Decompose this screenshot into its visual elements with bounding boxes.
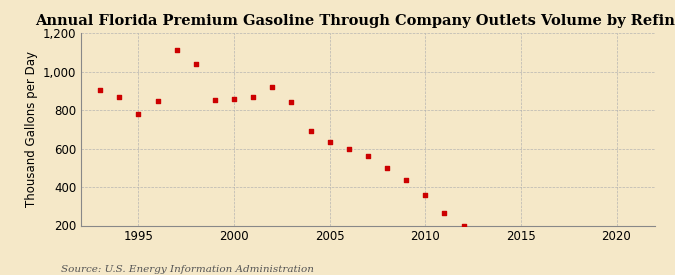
Text: Source: U.S. Energy Information Administration: Source: U.S. Energy Information Administ… [61, 265, 314, 274]
Point [286, 100, 297, 104]
Point [305, 129, 316, 133]
Point [171, 48, 182, 53]
Point [344, 146, 354, 151]
Point [190, 62, 201, 66]
Point [248, 94, 259, 99]
Point [209, 98, 220, 103]
Point [133, 112, 144, 116]
Point [95, 87, 105, 92]
Y-axis label: Thousand Gallons per Day: Thousand Gallons per Day [26, 51, 38, 207]
Point [229, 97, 240, 101]
Point [439, 211, 450, 215]
Point [458, 223, 469, 228]
Point [267, 85, 277, 89]
Point [114, 95, 125, 100]
Point [324, 139, 335, 144]
Point [401, 178, 412, 183]
Point [152, 99, 163, 103]
Point [381, 166, 392, 170]
Title: Annual Florida Premium Gasoline Through Company Outlets Volume by Refiners: Annual Florida Premium Gasoline Through … [35, 14, 675, 28]
Point [362, 154, 373, 158]
Point [420, 192, 431, 197]
